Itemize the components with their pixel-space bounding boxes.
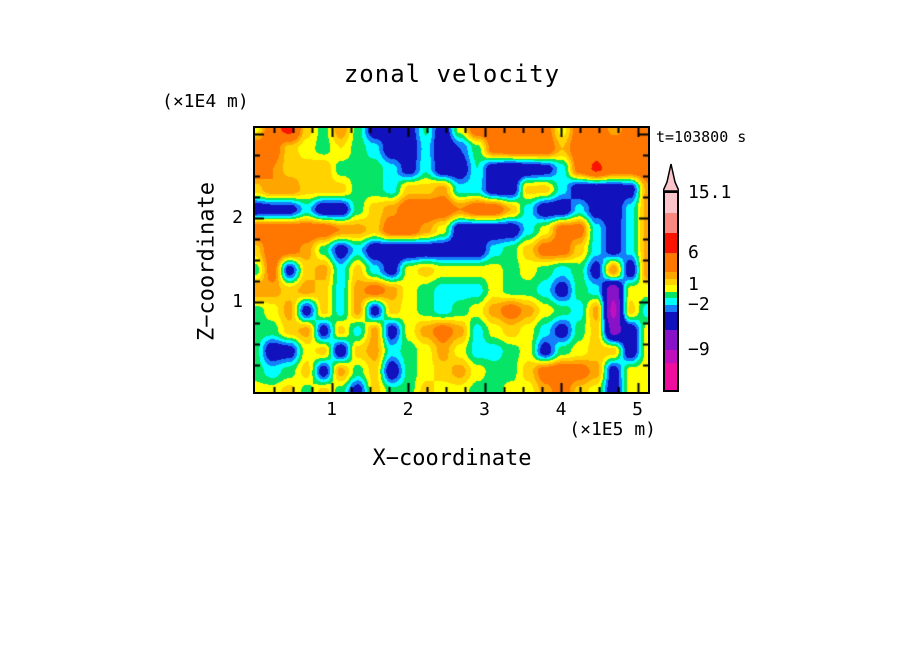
colorbar-segment (665, 305, 677, 312)
colorbar (663, 191, 679, 392)
y-tick-label: 1 (232, 291, 243, 312)
chart-title: zonal velocity (343, 60, 561, 88)
x-tick-label: 5 (632, 399, 643, 420)
x-axis-unit-label: (×1E5 m) (569, 419, 656, 440)
colorbar-segment (665, 233, 677, 253)
colorbar-segment (665, 298, 677, 305)
x-tick-label: 2 (402, 399, 414, 420)
colorbar-segment (665, 213, 677, 233)
colorbar-segment (665, 363, 677, 390)
colorbar-segment (665, 279, 677, 285)
time-annotation: t=103800 s (656, 128, 747, 146)
colorbar-level-label: −9 (688, 339, 710, 360)
colorbar-level-label: 6 (688, 242, 699, 263)
colorbar-level-label: 15.1 (688, 182, 732, 203)
colorbar-level-label: 1 (688, 274, 699, 295)
x-axis-title: X−coordinate (372, 446, 532, 471)
colorbar-segment (665, 292, 677, 298)
colorbar-segment (665, 350, 677, 363)
colorbar-segment (665, 285, 677, 292)
colorbar-arrow-icon (663, 163, 679, 191)
colorbar-segment (665, 253, 677, 272)
colorbar-segment (665, 193, 677, 213)
colorbar-level-label: −2 (688, 294, 710, 315)
x-tick-label: 4 (555, 399, 567, 420)
y-tick-label: 2 (232, 207, 243, 228)
x-tick-label: 3 (479, 399, 490, 420)
x-tick-label: 1 (326, 399, 337, 420)
colorbar-segment (665, 272, 677, 279)
colorbar-segment (665, 330, 677, 350)
colorbar-segment (665, 312, 677, 330)
contour-field-canvas (255, 128, 648, 392)
y-axis-unit-label: (×1E4 m) (162, 91, 249, 112)
y-axis-title: Z−coordinate (194, 182, 220, 341)
